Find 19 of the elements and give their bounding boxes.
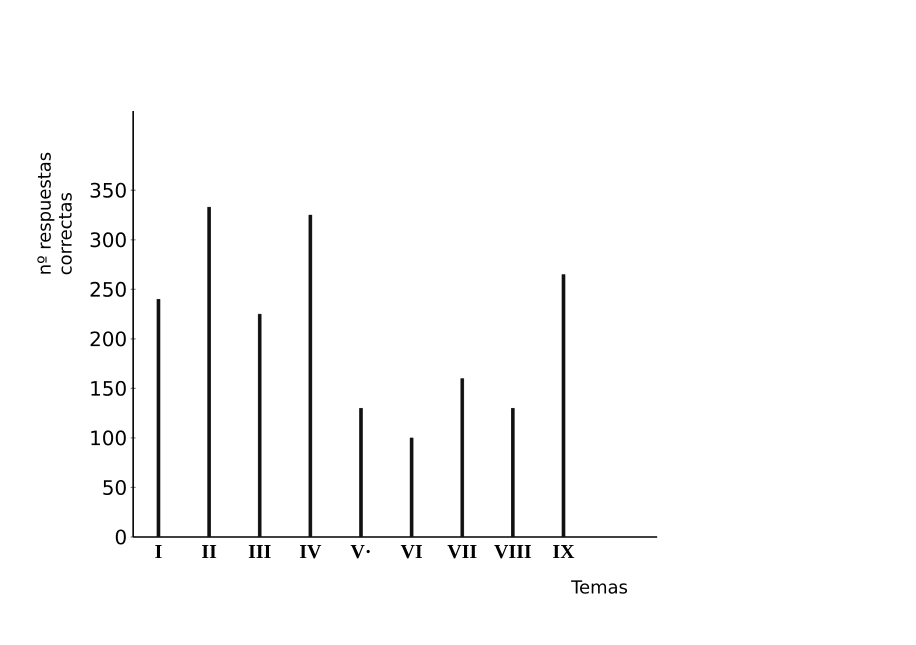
x-tick-label: IX <box>553 545 574 558</box>
x-tick-label: I <box>155 545 162 558</box>
y-tick-label: 250 <box>90 282 126 297</box>
y-tick-label: 0 <box>116 529 126 545</box>
x-tick-label: VIII <box>494 545 532 558</box>
x-tick-label: VI <box>400 545 422 558</box>
x-tick-label: II <box>202 545 216 558</box>
y-tick-label: 200 <box>90 331 126 346</box>
y-tick-label: 350 <box>90 182 126 198</box>
x-tick-label: IV <box>300 545 322 558</box>
x-tick-label: V· <box>350 545 370 558</box>
x-tick-label: III <box>248 545 271 558</box>
y-tick-label: 150 <box>91 380 126 396</box>
y-tick-label: 100 <box>91 430 126 446</box>
y-tick-label: 50 <box>103 480 126 495</box>
x-axis-title: Temas <box>571 580 628 594</box>
y-axis-title: nº respuestas correctas <box>37 152 72 274</box>
x-tick-label: VII <box>448 545 477 558</box>
y-tick-label: 300 <box>90 232 126 248</box>
